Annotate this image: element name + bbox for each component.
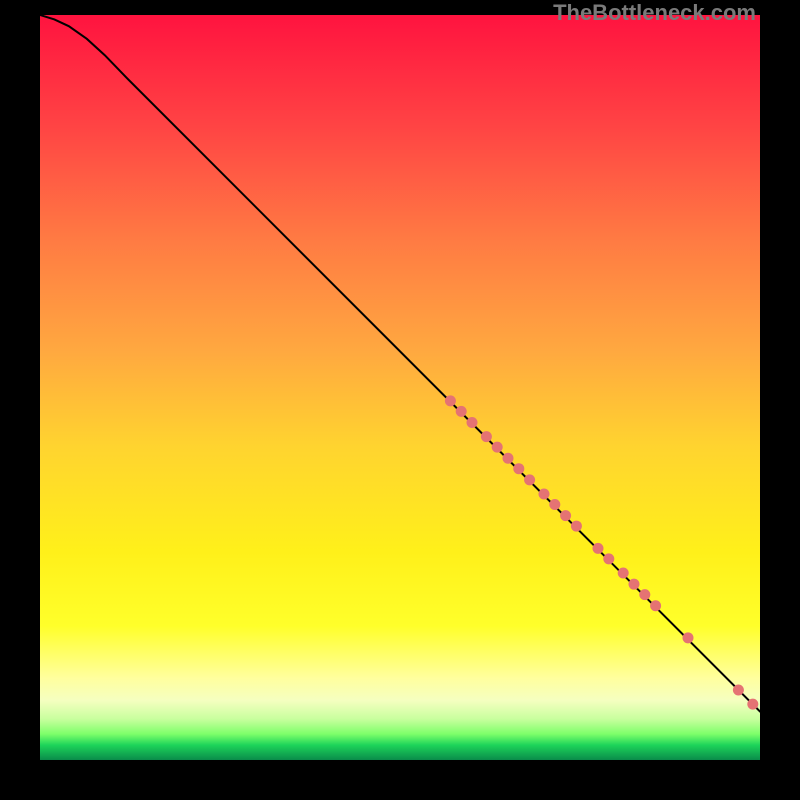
data-point <box>467 417 478 428</box>
data-point <box>513 463 524 474</box>
data-point <box>539 489 550 500</box>
data-point <box>593 543 604 554</box>
data-point <box>733 684 744 695</box>
data-point <box>456 406 467 417</box>
data-point <box>503 453 514 464</box>
gradient-plot <box>40 15 760 760</box>
gradient-background <box>40 15 760 760</box>
data-point <box>683 632 694 643</box>
data-point <box>524 474 535 485</box>
chart-frame: TheBottleneck.com <box>0 0 800 800</box>
data-point <box>445 395 456 406</box>
data-point <box>560 510 571 521</box>
data-point <box>639 589 650 600</box>
data-point <box>549 499 560 510</box>
data-point <box>650 600 661 611</box>
data-point <box>618 568 629 579</box>
data-point <box>603 553 614 564</box>
data-point <box>629 579 640 590</box>
data-point <box>571 521 582 532</box>
watermark-text: TheBottleneck.com <box>553 0 756 26</box>
data-point <box>747 699 758 710</box>
data-point <box>492 442 503 453</box>
data-point <box>481 431 492 442</box>
